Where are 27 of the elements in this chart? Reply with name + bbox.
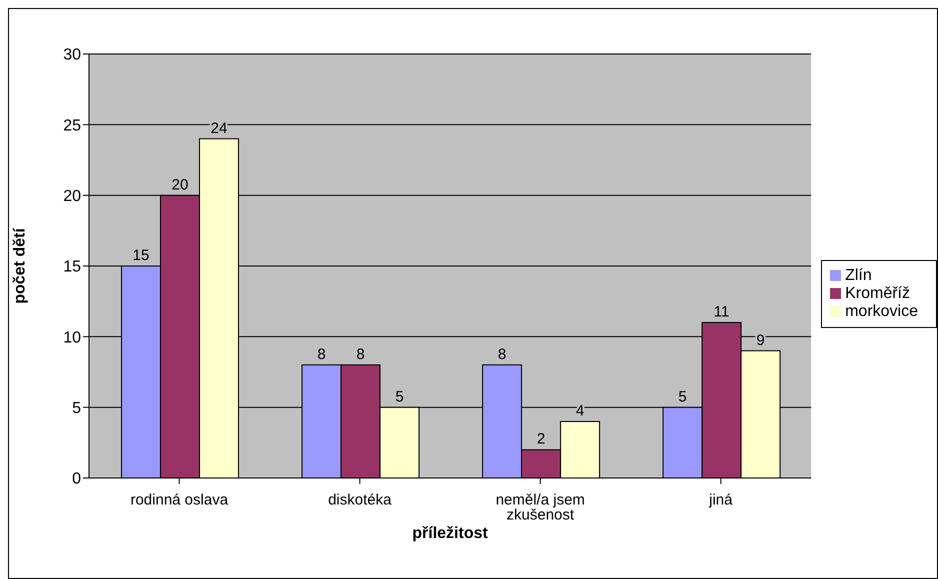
y-tick-label: 10 [63, 329, 82, 346]
data-label: 5 [395, 388, 404, 406]
legend-label: Kroměříž [845, 284, 910, 302]
data-label: 20 [172, 176, 188, 194]
x-tick-label: neměl/a jsem zkušenost [496, 492, 585, 524]
data-label: 15 [132, 247, 150, 264]
data-label: 5 [678, 388, 687, 406]
x-axis-title: příležitost [412, 525, 488, 542]
x-tick-label: diskotéka [328, 492, 392, 509]
legend-label: Zlín [845, 266, 872, 284]
x-tick-label: rodinná oslava [130, 492, 229, 509]
y-tick-label: 15 [63, 258, 82, 276]
data-label: 9 [756, 332, 765, 349]
data-label: 8 [317, 346, 326, 363]
data-label: 8 [498, 346, 506, 363]
legend-label: morkovice [845, 302, 918, 320]
data-label: 24 [210, 120, 228, 137]
y-tick-label: 25 [63, 117, 82, 134]
y-tick-label: 5 [72, 400, 82, 418]
data-label: 11 [714, 304, 730, 321]
y-tick-label: 20 [63, 188, 82, 206]
y-tick-label: 0 [72, 470, 82, 488]
x-tick-label: jiná [708, 492, 734, 509]
data-label: 8 [356, 346, 365, 363]
data-label: 2 [536, 430, 546, 448]
y-axis-title: počet dětí [12, 228, 29, 304]
y-tick-label: 30 [63, 46, 82, 64]
